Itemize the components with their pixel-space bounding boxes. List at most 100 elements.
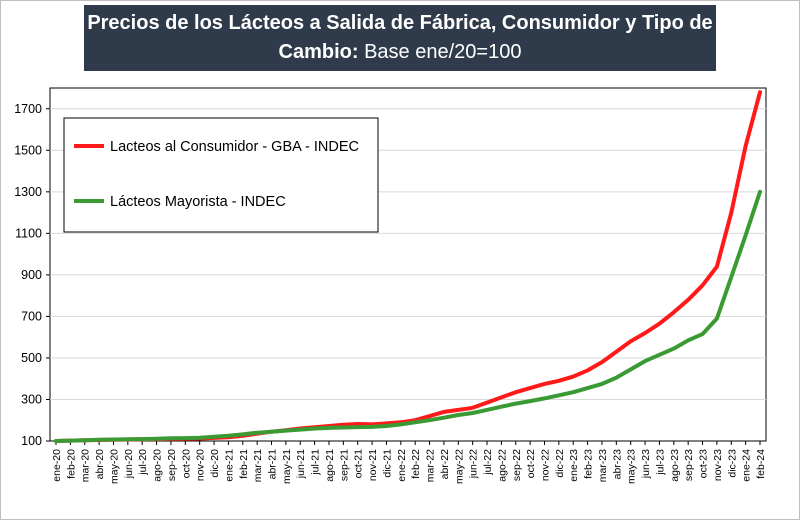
- y-tick-label: 300: [21, 392, 42, 406]
- data-point: [342, 426, 345, 429]
- x-tick-label: jun-23: [640, 449, 652, 479]
- x-tick-label: sep-21: [338, 449, 350, 481]
- chart-title-line2: Cambio: Base ene/20=100: [84, 38, 716, 67]
- legend-label: Lacteos al Consumidor - GBA - INDEC: [110, 139, 359, 155]
- data-point: [471, 406, 474, 409]
- data-point: [442, 410, 446, 414]
- x-tick-label: feb-22: [410, 449, 422, 479]
- data-point: [471, 411, 474, 415]
- data-point: [428, 419, 431, 422]
- x-tick-label: mar-20: [80, 449, 92, 482]
- data-point: [284, 429, 288, 432]
- x-tick-label: nov-22: [539, 449, 551, 481]
- data-point: [457, 413, 460, 417]
- chart-title-bold: Cambio:: [278, 41, 359, 63]
- data-point: [543, 382, 546, 386]
- data-point: [557, 379, 561, 382]
- data-point: [241, 433, 244, 436]
- data-point: [543, 397, 546, 400]
- data-point: [442, 416, 446, 419]
- x-tick-label: abr-21: [267, 449, 279, 480]
- data-point: [643, 359, 647, 363]
- data-point: [169, 437, 173, 440]
- x-tick-label: jun-20: [123, 449, 135, 479]
- data-point: [500, 396, 503, 399]
- legend-box: [63, 117, 379, 233]
- chart-title-line1: Precios de los Lácteos a Salida de Fábri…: [87, 12, 713, 34]
- x-tick-label: dic-20: [209, 449, 221, 478]
- x-tick-label: nov-23: [712, 449, 724, 481]
- data-point: [184, 436, 187, 440]
- x-tick-label: dic-22: [554, 449, 566, 478]
- x-tick-label: feb-23: [583, 449, 595, 479]
- series-line-2: [54, 189, 762, 443]
- x-tick-label: abr-22: [439, 449, 451, 480]
- x-tick-label: feb-24: [755, 449, 767, 479]
- data-point: [572, 391, 575, 394]
- data-point: [69, 439, 72, 442]
- data-point: [600, 382, 604, 386]
- y-tick-label: 1100: [15, 226, 42, 240]
- data-point: [701, 332, 704, 336]
- x-tick-label: ene-21: [223, 449, 235, 482]
- data-point: [528, 386, 532, 390]
- data-point: [97, 438, 101, 441]
- x-tick-label: dic-23: [726, 449, 738, 478]
- data-point: [155, 437, 158, 440]
- data-point: [615, 350, 618, 353]
- x-tick-label: ene-23: [568, 449, 580, 482]
- x-tick-label: mar-23: [597, 449, 609, 482]
- data-point: [557, 394, 561, 397]
- data-point: [615, 376, 618, 379]
- y-tick-label: 1300: [14, 185, 42, 199]
- data-point: [112, 438, 115, 441]
- x-tick-label: mar-21: [252, 449, 264, 482]
- data-point: [356, 422, 359, 426]
- data-point: [744, 234, 747, 237]
- data-point: [629, 368, 632, 371]
- chart-title: Precios de los Lácteos a Salida de Fábri…: [84, 5, 716, 71]
- data-point: [672, 311, 675, 314]
- data-point: [356, 425, 359, 429]
- data-point: [686, 298, 690, 301]
- data-point: [485, 401, 489, 404]
- x-tick-label: may-22: [453, 449, 465, 484]
- data-point: [514, 402, 517, 405]
- x-tick-label: oct-20: [180, 449, 192, 478]
- data-point: [686, 339, 690, 342]
- data-point: [572, 375, 575, 378]
- data-point: [528, 399, 532, 403]
- data-point: [141, 437, 144, 441]
- data-point: [730, 211, 733, 214]
- data-point: [715, 265, 719, 268]
- data-point: [586, 369, 589, 372]
- x-tick-label: ene-24: [741, 449, 753, 482]
- x-tick-label: nov-20: [195, 449, 207, 481]
- x-tick-label: may-20: [108, 449, 120, 484]
- data-point: [500, 405, 503, 408]
- data-point: [744, 144, 747, 148]
- x-tick-label: oct-21: [353, 449, 365, 478]
- data-point: [399, 423, 403, 426]
- data-point: [514, 391, 517, 394]
- data-point: [327, 426, 331, 430]
- x-tick-label: ago-23: [669, 449, 681, 482]
- x-tick-label: feb-21: [238, 449, 250, 479]
- x-tick-label: mar-22: [425, 449, 437, 482]
- data-point: [485, 408, 489, 412]
- data-point: [730, 275, 733, 279]
- data-point: [600, 360, 604, 364]
- data-point: [758, 190, 762, 194]
- data-point: [629, 340, 632, 343]
- x-tick-label: abr-20: [94, 449, 106, 480]
- x-tick-label: abr-23: [611, 449, 623, 480]
- x-tick-label: ago-21: [324, 449, 336, 482]
- x-tick-label: jul-22: [482, 449, 494, 476]
- data-point: [83, 438, 86, 442]
- x-tick-label: ago-20: [152, 449, 164, 482]
- data-point: [255, 431, 259, 434]
- x-tick-label: sep-23: [683, 449, 695, 481]
- x-tick-label: ene-20: [51, 449, 63, 482]
- data-point: [299, 428, 302, 431]
